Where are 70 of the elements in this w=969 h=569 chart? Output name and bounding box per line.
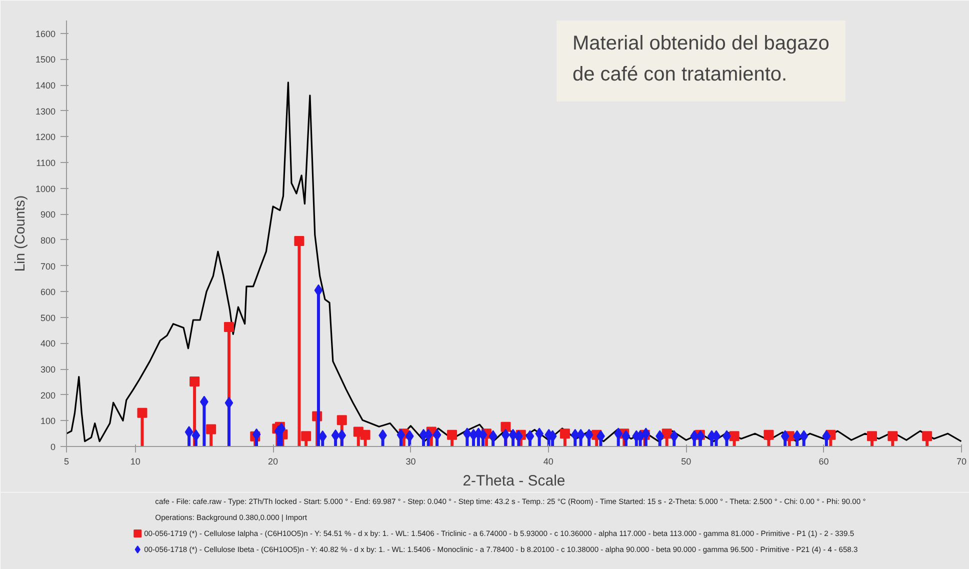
y-tick-label: 500	[40, 312, 56, 323]
point	[184, 426, 194, 438]
point	[670, 430, 678, 442]
y-tick-label: 1200	[35, 132, 56, 142]
point	[336, 415, 347, 426]
x-tick-label: 60	[818, 456, 829, 466]
point	[500, 422, 511, 432]
y-tick-label: 1300	[35, 106, 56, 116]
x-tick-label: 40	[543, 456, 554, 466]
y-tick-label: 200	[40, 390, 56, 400]
point	[888, 431, 898, 442]
point	[301, 431, 312, 442]
y-axis-title: Lin (Counts)	[11, 195, 28, 272]
point	[508, 428, 518, 441]
point	[318, 430, 327, 442]
y-tick-label: 600	[40, 287, 56, 298]
point	[478, 428, 488, 441]
point	[192, 429, 200, 442]
point	[224, 396, 234, 409]
y-tick-label: 700	[40, 261, 56, 272]
x-tick-label: 10	[130, 456, 140, 466]
point	[190, 376, 200, 386]
point	[224, 322, 234, 332]
point	[729, 431, 740, 442]
x-tick-label: 5	[64, 456, 70, 466]
x-tick-label: 20	[268, 456, 278, 466]
point	[622, 430, 630, 442]
point	[584, 428, 594, 441]
point	[764, 430, 774, 440]
point	[360, 430, 370, 440]
point	[614, 428, 623, 440]
y-tick-label: 900	[40, 210, 56, 220]
point	[822, 430, 831, 442]
y-tick-label: 800	[40, 235, 56, 246]
point	[396, 428, 406, 441]
point	[488, 430, 498, 442]
y-tick-label: 400	[40, 338, 56, 349]
point	[526, 430, 534, 442]
point	[867, 431, 877, 442]
x-axis-title: 2-Theta - Scale	[462, 472, 566, 490]
point	[338, 429, 346, 442]
point	[800, 430, 808, 442]
point	[405, 430, 414, 442]
y-tick-label: 0	[50, 442, 56, 452]
y-tick-label: 1400	[35, 80, 56, 91]
y-tick-label: 100	[40, 416, 56, 426]
annotation: Material obtenido del bagazo de café con tratamiento.	[572, 32, 830, 86]
y-tick-label: 1000	[35, 184, 56, 194]
point	[331, 429, 340, 442]
point	[294, 236, 304, 246]
point	[447, 430, 458, 440]
y-tick-label: 1600	[35, 28, 56, 39]
point	[560, 428, 570, 439]
point	[314, 284, 323, 296]
y-tick-label: 300	[40, 364, 56, 375]
line-series	[66, 82, 962, 442]
point	[501, 428, 510, 441]
point	[432, 428, 442, 441]
point	[792, 430, 802, 442]
point	[696, 430, 705, 442]
point	[206, 424, 216, 434]
y-tick-label: 1100	[36, 158, 56, 168]
x-tick-label: 70	[956, 456, 967, 466]
y-tick-label: 1500	[35, 54, 56, 65]
point	[922, 431, 932, 442]
point	[780, 430, 790, 442]
point	[137, 408, 148, 418]
x-tick-label: 30	[406, 456, 416, 466]
point	[690, 430, 699, 442]
x-tick-label: 50	[681, 456, 692, 466]
